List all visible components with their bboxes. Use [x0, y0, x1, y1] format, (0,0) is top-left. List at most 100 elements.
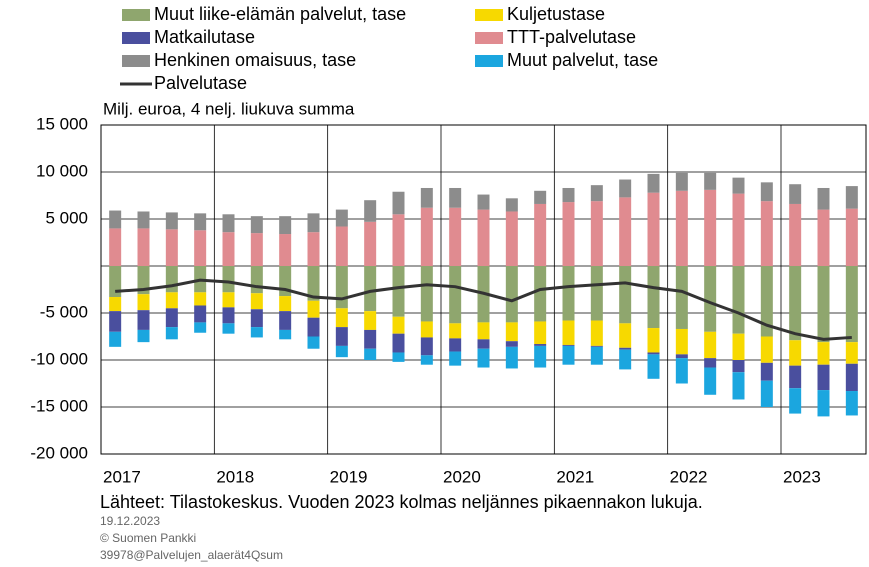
bar-segment [364, 266, 377, 312]
y-tick-label: 15 000 [36, 114, 88, 133]
bar-segment [109, 266, 122, 298]
bar-segment [165, 327, 178, 340]
bar-segment [590, 320, 603, 346]
bar-segment [590, 346, 603, 365]
date: 19.12.2023 [100, 514, 160, 528]
bar-segment [505, 341, 518, 347]
legend-label: Matkailutase [154, 27, 255, 47]
bar-segment [760, 266, 773, 337]
legend-label: Muut liike-elämän palvelut, tase [154, 4, 406, 24]
bar-segment [165, 266, 178, 293]
bar-segment [505, 198, 518, 212]
bar-segment [619, 323, 632, 348]
bar-segment [477, 322, 490, 340]
bar-segment [505, 322, 518, 342]
legend-swatch [122, 9, 150, 21]
bar-segment [137, 294, 150, 311]
bar-segment [562, 202, 575, 266]
bar-segment [647, 192, 660, 266]
bar-segment [704, 189, 717, 266]
bar-segment [420, 266, 433, 322]
bar-segment [165, 308, 178, 328]
bar-segment [194, 213, 207, 231]
bar-segment [250, 309, 263, 328]
bar-segment [307, 317, 320, 337]
bar-segment [704, 358, 717, 368]
bar-segment [817, 266, 830, 343]
copyright: © Suomen Pankki [100, 531, 196, 545]
bar-segment [222, 232, 235, 266]
bar-segment [137, 228, 150, 266]
bar-segment [562, 345, 575, 365]
bar-segment [335, 209, 348, 227]
bar-segment [760, 182, 773, 202]
bar-segment [109, 311, 122, 332]
legend-swatch [122, 55, 150, 67]
bar-segment [307, 232, 320, 266]
bar-segment [845, 186, 858, 209]
bar-segment [194, 292, 207, 306]
bar-segment [109, 331, 122, 347]
bar-segment [789, 266, 802, 341]
bar-segment [449, 187, 462, 208]
bar-segment [364, 221, 377, 266]
bar-segment [704, 266, 717, 332]
y-tick-label: -20 000 [30, 443, 88, 462]
bar-segment [449, 323, 462, 339]
bar-segment [392, 191, 405, 215]
legend-swatch [122, 32, 150, 44]
bar-segment [619, 197, 632, 266]
bar-segment [704, 331, 717, 359]
bar-segment [137, 329, 150, 343]
legend-label: Palvelutase [154, 73, 247, 93]
bar-segment [845, 266, 858, 343]
bar-segment [165, 212, 178, 230]
bar-segment [534, 321, 547, 345]
bar-segment [250, 233, 263, 266]
subtitle: Milj. euroa, 4 nelj. liukuva summa [103, 99, 355, 118]
bar-segment [647, 354, 660, 379]
bar-segment [477, 194, 490, 210]
bar-segment [194, 230, 207, 266]
bar-segment [619, 347, 632, 350]
bar-segment [222, 266, 235, 293]
bar-segment [675, 354, 688, 359]
bar-segment [845, 363, 858, 392]
bar-segment [675, 266, 688, 329]
bar-segment [307, 266, 320, 301]
bar-segment [137, 211, 150, 229]
x-tick-label: 2019 [330, 467, 368, 486]
bar-segment [335, 327, 348, 346]
bar-segment [137, 310, 150, 330]
bar-segment [392, 266, 405, 317]
bar-segment [222, 323, 235, 334]
bar-segment [760, 362, 773, 381]
bar-segment [817, 364, 830, 391]
bar-segment [590, 185, 603, 202]
bar-segment [420, 355, 433, 365]
y-tick-label: -5 000 [40, 302, 88, 321]
bar-segment [675, 328, 688, 355]
bar-segment [165, 229, 178, 266]
bar-segment [789, 388, 802, 414]
bar-segment [675, 190, 688, 266]
y-tick-label: -15 000 [30, 396, 88, 415]
bar-segment [704, 172, 717, 190]
bar-segment [335, 266, 348, 309]
bar-segment [817, 342, 830, 365]
bar-segment [590, 345, 603, 347]
bar-segment [364, 348, 377, 360]
x-tick-label: 2022 [670, 467, 708, 486]
bar-segment [732, 193, 745, 266]
bar-segment [732, 333, 745, 360]
bar-segment [534, 266, 547, 322]
bar-segment [760, 201, 773, 266]
bar-segment [364, 311, 377, 330]
bar-segment [534, 345, 547, 368]
bar-segment [817, 390, 830, 417]
bar-segment [477, 209, 490, 266]
bar-segment [250, 266, 263, 294]
bar-segment [817, 209, 830, 266]
bar-segment [789, 340, 802, 366]
bar-segment [675, 172, 688, 191]
